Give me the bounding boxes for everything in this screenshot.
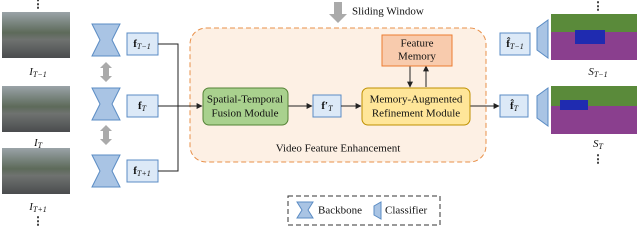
frame-image [2, 148, 70, 194]
double-arrow [100, 62, 112, 82]
legend-classifier-icon [373, 201, 382, 220]
symbol: f′ [321, 100, 328, 112]
legend-backbone-icon [296, 201, 314, 219]
backbone [91, 23, 121, 57]
subscript: T−1 [33, 70, 47, 79]
subscript: T [38, 141, 43, 150]
sliding-label: Sliding Window [352, 6, 424, 18]
symbol: I [28, 66, 34, 78]
refinement-label: Refinement Module [372, 108, 460, 120]
math-label: IT [33, 137, 43, 150]
symbol: f [133, 165, 137, 177]
symbol: f̂ [506, 36, 510, 49]
feature-box [499, 94, 529, 118]
frame-image [2, 12, 70, 58]
math-label: IT+1 [28, 201, 47, 214]
sliding-arrow [329, 2, 347, 23]
enhancement-label: Video Feature Enhancement [276, 143, 401, 155]
segmentations [551, 14, 637, 134]
symbol: f [138, 100, 142, 112]
math-label: fT+1 [133, 165, 151, 178]
fusion-label: Spatial-Temporal [207, 94, 283, 106]
frame-image [2, 86, 70, 132]
subscript: T [599, 142, 604, 151]
math-label: IT−1 [28, 66, 47, 79]
connectors [158, 43, 500, 172]
subscript: T−1 [594, 70, 608, 79]
math-label: ST−1 [588, 66, 607, 79]
subscript: T−1 [137, 42, 151, 51]
ellipsis: ⋮ [593, 1, 604, 13]
backbone [91, 154, 121, 188]
symbol: I [28, 201, 34, 213]
symbol: f [133, 38, 137, 50]
symbol: S [593, 138, 599, 150]
memory-label: Feature [401, 38, 434, 50]
math-label: f̂T−1 [506, 36, 524, 51]
backbone [91, 87, 121, 121]
ellipsis: ⋮ [33, 0, 44, 11]
math-label: f′T [321, 100, 333, 113]
seg-region [575, 30, 605, 44]
seg-region [560, 100, 588, 110]
classifier [536, 19, 549, 59]
symbol: f̂ [510, 98, 514, 111]
fusion-label: Fusion Module [212, 108, 279, 120]
connector [158, 43, 179, 172]
legend-box [287, 195, 441, 226]
math-label: ST [593, 138, 604, 151]
diagram: Sliding Window Video Feature Enhancement… [2, 0, 637, 228]
ellipsis: ⋮ [593, 154, 604, 166]
subscript: T+1 [137, 169, 151, 178]
ellipsis: ⋮ [33, 216, 44, 228]
subscript: T [328, 104, 333, 113]
legend-label: Classifier [385, 205, 427, 217]
feature-box [499, 32, 531, 56]
seg-region [551, 14, 637, 32]
memory-label: Memory [398, 51, 436, 63]
math-label: f̂T [510, 98, 519, 113]
legend-label: Backbone [318, 205, 362, 217]
symbol: S [588, 66, 594, 78]
memory-module [381, 34, 453, 67]
classifiers [536, 19, 549, 127]
subscript: T−1 [510, 42, 524, 51]
refinement-label: Memory-Augmented [370, 94, 463, 106]
symbol: I [33, 137, 39, 149]
math-label: fT [138, 100, 147, 113]
subscript: T [142, 104, 147, 113]
fusion-module [202, 87, 289, 126]
refinement-module [361, 87, 471, 126]
double-arrow [100, 125, 112, 145]
backbones [91, 23, 121, 188]
classifier [536, 87, 549, 127]
frames [2, 12, 70, 194]
subscript: T [514, 104, 519, 113]
subscript: T+1 [33, 205, 47, 214]
math-label: fT−1 [133, 38, 151, 51]
